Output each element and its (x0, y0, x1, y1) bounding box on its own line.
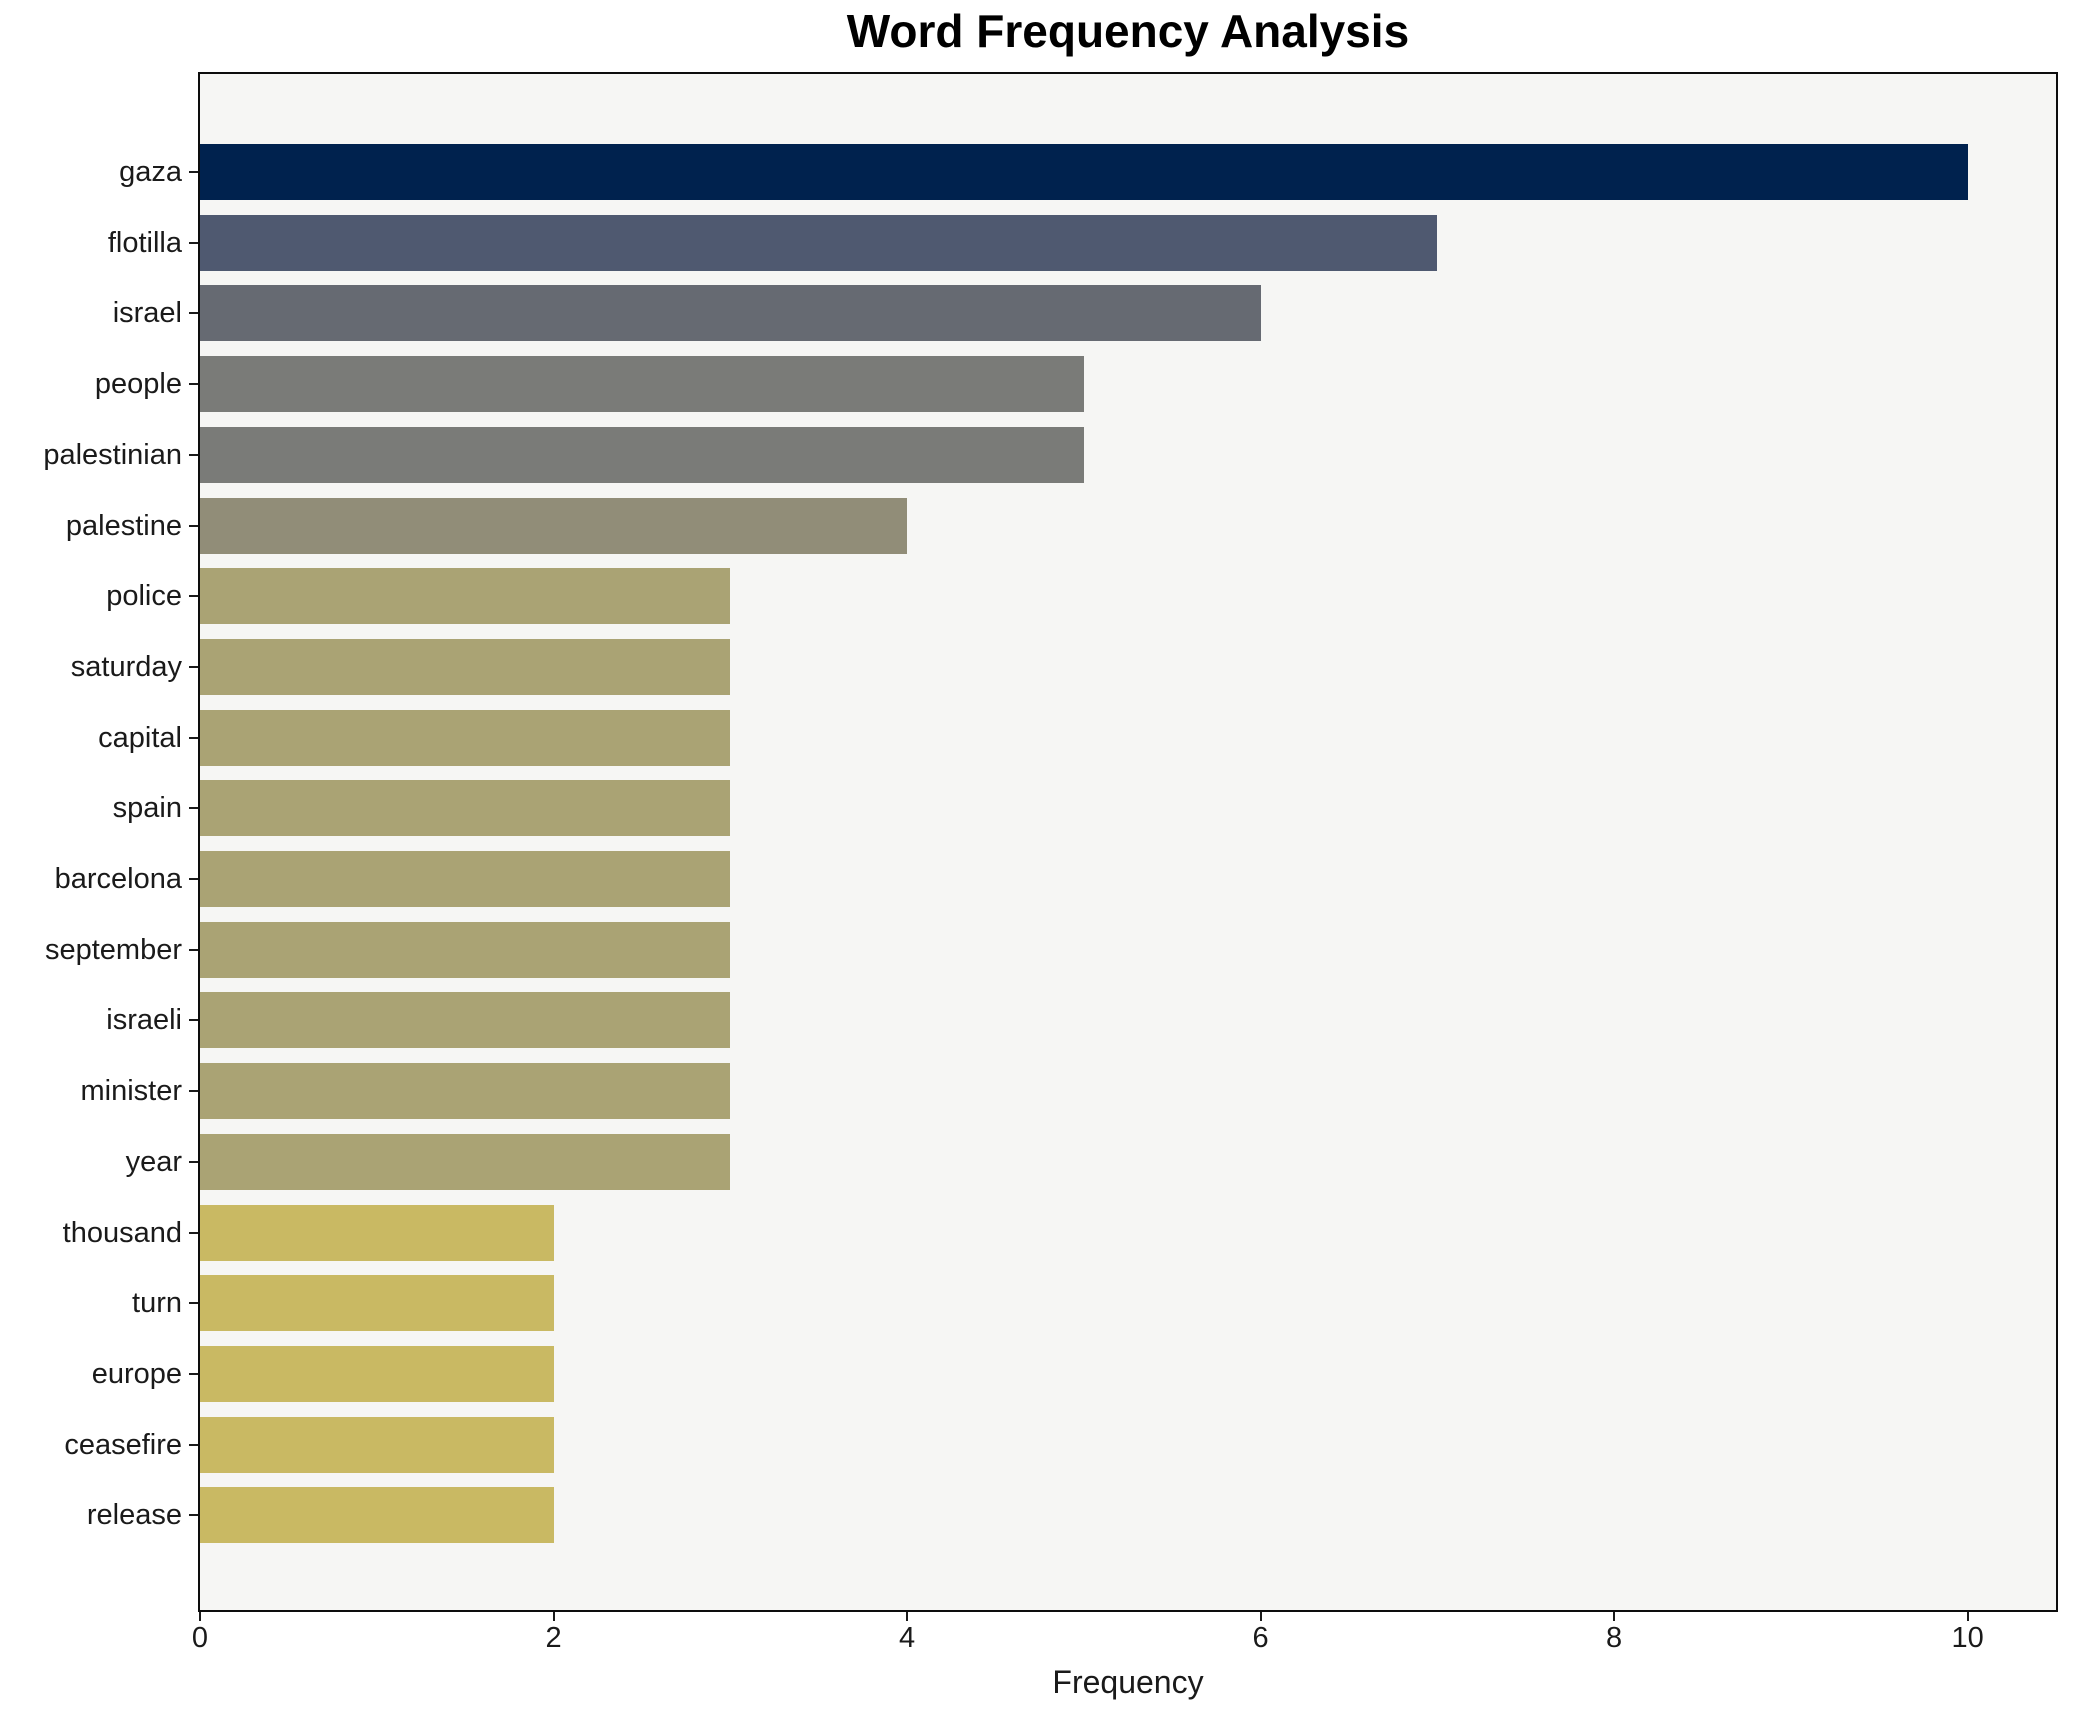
y-tick-label: saturday (70, 650, 182, 683)
y-tick-label: thousand (62, 1216, 182, 1249)
x-tick-mark (1259, 1612, 1262, 1621)
y-tick-label: palestine (65, 509, 182, 542)
bar-people (200, 356, 1084, 413)
y-tick-mark (189, 312, 198, 315)
y-tick-mark (189, 524, 198, 527)
x-tick-mark (906, 1612, 909, 1621)
y-tick-mark (189, 171, 198, 173)
x-axis-label: Frequency (1052, 1664, 1204, 1700)
bar-september (200, 921, 731, 978)
bar-europe (200, 1345, 554, 1402)
bar-gaza (200, 144, 1968, 200)
y-tick-label: israel (112, 297, 182, 330)
y-tick-label: turn (132, 1287, 182, 1320)
y-tick-label: year (125, 1145, 182, 1178)
x-tick-label: 10 (1951, 1622, 1984, 1654)
x-tick-mark (199, 1612, 201, 1621)
bar-capital (200, 709, 731, 766)
y-tick-label: europe (91, 1357, 182, 1390)
y-tick-mark (189, 878, 198, 880)
y-tick-mark (189, 1302, 198, 1305)
y-tick-label: barcelona (54, 863, 182, 895)
bar-israel (200, 285, 1261, 342)
y-tick-mark (189, 595, 198, 598)
y-tick-label: gaza (119, 156, 182, 188)
bar-police (200, 568, 731, 625)
x-tick-label: 2 (545, 1622, 562, 1654)
y-tick-label: release (86, 1499, 182, 1532)
y-tick-mark (189, 1231, 198, 1234)
y-tick-label: flotilla (107, 226, 182, 259)
y-tick-label: ceasefire (64, 1428, 182, 1461)
plot-area: gaza flotilla israel people palestinian pales… (43, 72, 2058, 1654)
bar-barcelona (200, 851, 731, 907)
y-tick-mark (189, 1090, 198, 1093)
x-tick-mark (1966, 1612, 1969, 1621)
chart-title: Word Frequency Analysis (846, 5, 1410, 57)
y-tick-mark (189, 1372, 198, 1375)
bar-palestinian (200, 426, 1084, 483)
y-tick-mark (189, 948, 198, 951)
y-tick-label: palestinian (43, 438, 182, 471)
y-tick-mark (189, 1514, 198, 1517)
x-tick-mark (552, 1612, 555, 1621)
bar-turn (200, 1275, 554, 1332)
y-tick-mark (189, 453, 198, 456)
x-tick-label: 4 (898, 1622, 916, 1654)
y-tick-mark (189, 807, 198, 810)
y-tick-label: people (94, 368, 182, 401)
y-tick-label: september (44, 933, 182, 966)
y-tick-label: capital (98, 721, 182, 754)
bar-palestine (200, 497, 908, 554)
y-tick-mark (189, 736, 198, 739)
y-tick-mark (189, 665, 198, 668)
bar-minister (200, 1063, 731, 1120)
bar-release (200, 1487, 554, 1544)
y-tick-mark (189, 241, 198, 244)
bar-saturday (200, 638, 731, 695)
y-tick-label: minister (80, 1075, 182, 1108)
bar-israeli (200, 992, 731, 1049)
y-tick-label: spain (112, 792, 182, 825)
y-tick-mark (189, 1160, 198, 1163)
bar-thousand (200, 1204, 554, 1261)
bar-spain (200, 780, 731, 837)
bar-ceasefire (200, 1416, 554, 1473)
x-tick-label: 0 (191, 1622, 209, 1654)
x-tick-label: 6 (1252, 1622, 1269, 1654)
y-tick-mark (189, 1019, 198, 1022)
y-tick-mark (189, 1443, 198, 1446)
bar-flotilla (200, 214, 1438, 271)
bar-year (200, 1133, 731, 1190)
y-tick-label: israeli (106, 1004, 182, 1037)
y-tick-label: police (106, 580, 182, 613)
x-tick-mark (1613, 1612, 1616, 1621)
x-tick-label: 8 (1606, 1622, 1623, 1654)
y-tick-mark (189, 383, 198, 386)
